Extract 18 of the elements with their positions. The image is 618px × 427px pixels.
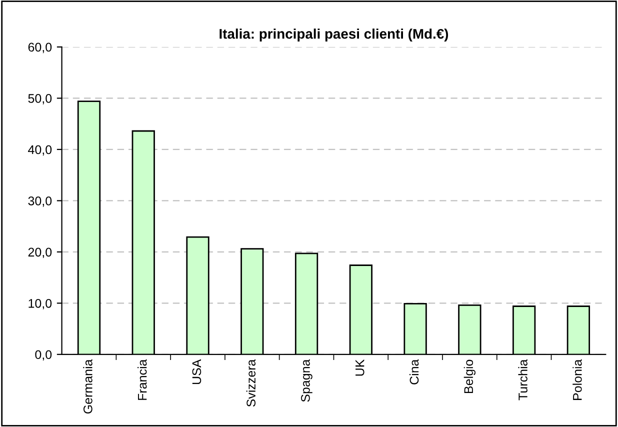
y-tick-label: 10,0 [28,298,52,310]
x-tick-label: Francia [138,359,147,400]
x-tick-label: Cina [409,359,419,384]
chart-title: Italia: principali paesi clienti (Md.€) [220,28,448,42]
x-tick-label: Germania [83,359,92,414]
y-tick-label: 40,0 [28,145,52,156]
x-tick-label: Turchia [518,359,528,400]
x-tick-label: Polonia [572,359,582,400]
y-tick-label: 30,0 [28,196,52,207]
x-tick-label: Svizzera [246,359,256,407]
x-tick-label: Spagna [301,359,312,402]
y-tick-label: 20,0 [28,248,52,258]
y-tick-label: 60,0 [28,42,52,54]
x-tick-label: UK [356,359,364,376]
y-tick-label: 0,0 [35,350,52,361]
x-tick-label: USA [192,359,202,384]
y-tick-label: 50,0 [28,94,52,104]
x-tick-label: Belgio [464,360,476,393]
